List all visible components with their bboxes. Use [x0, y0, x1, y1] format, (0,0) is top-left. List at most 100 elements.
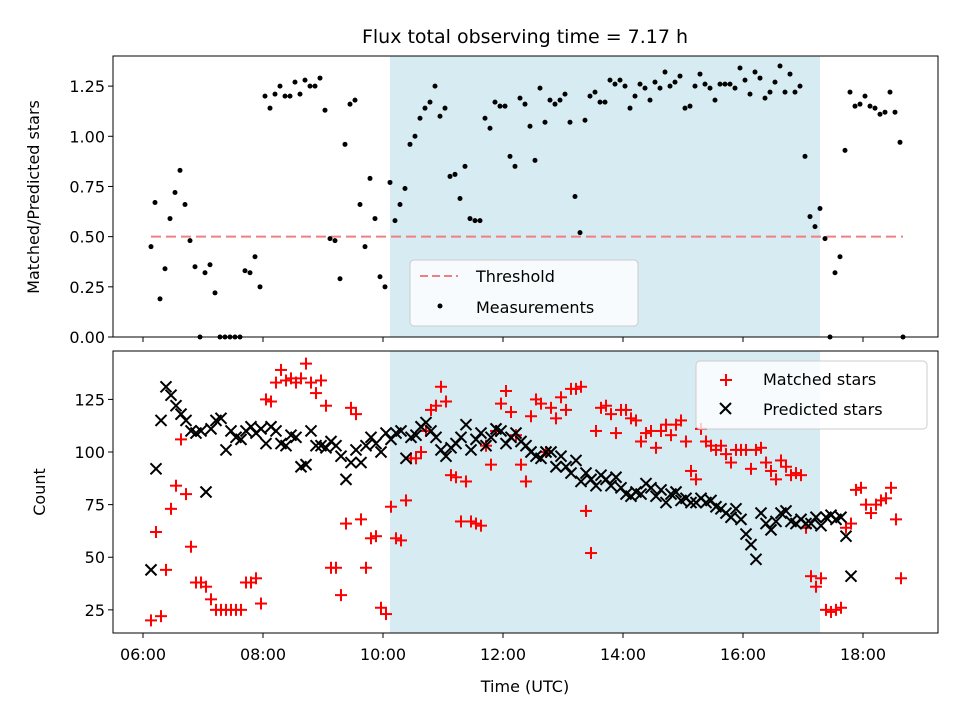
legend-matched-swatch: [720, 374, 732, 386]
matched-star-marker: [385, 500, 397, 513]
measurement-point: [707, 85, 713, 91]
matched-star-marker: [745, 462, 757, 475]
matched-star-marker: [185, 540, 197, 553]
measurement-point: [602, 99, 608, 105]
matched-star-marker: [865, 507, 877, 520]
measurement-point: [627, 105, 633, 111]
measurement-point: [652, 79, 658, 85]
matched-star-marker: [235, 603, 247, 616]
measurement-point: [632, 93, 638, 99]
matched-star-marker: [550, 412, 562, 425]
measurement-point: [802, 153, 808, 159]
measurement-point: [622, 83, 628, 89]
top-y-ticks: 0.00 0.25 0.50 0.75 1.00 1.25: [69, 77, 113, 347]
matched-star-marker: [635, 435, 647, 448]
measurement-point: [502, 103, 508, 109]
matched-star-marker: [590, 424, 602, 437]
predicted-star-marker: [204, 422, 218, 436]
matched-star-marker: [525, 410, 537, 423]
measurement-point: [307, 83, 313, 89]
measurement-point: [672, 79, 678, 85]
predicted-star-marker: [374, 445, 388, 459]
measurement-point: [572, 194, 578, 199]
measurement-point: [547, 97, 553, 103]
predicted-star-marker: [394, 424, 408, 438]
measurement-point: [462, 163, 468, 169]
measurement-point: [342, 141, 348, 147]
measurement-point: [592, 89, 598, 95]
predicted-star-marker: [549, 460, 563, 473]
measurement-point: [507, 153, 513, 159]
measurement-point: [597, 99, 603, 105]
y-tick-label: 75: [85, 496, 105, 515]
matched-star-marker: [760, 456, 772, 469]
matched-star-marker: [665, 429, 677, 442]
predicted-star-marker: [194, 424, 208, 438]
y-tick-label: 0.50: [69, 228, 105, 247]
matched-star-marker: [555, 391, 567, 404]
measurement-point: [512, 163, 518, 169]
top-panel: Flux total observing time = 7.17 h 0.000…: [24, 26, 939, 347]
matched-star-marker: [835, 601, 847, 614]
matched-star-marker: [655, 424, 667, 437]
matched-star-marker: [175, 433, 187, 446]
matched-star-marker: [165, 502, 177, 515]
matched-star-marker: [435, 380, 447, 393]
matched-star-marker: [305, 376, 317, 389]
x-tick-label: 18:00: [840, 645, 886, 664]
predicted-star-marker: [354, 456, 368, 469]
predicted-star-marker: [159, 380, 173, 393]
predicted-star-marker: [419, 416, 433, 429]
measurement-point: [577, 230, 583, 236]
matched-star-marker: [150, 525, 162, 538]
y-tick-label: 125: [74, 390, 105, 409]
measurement-point: [847, 89, 853, 95]
measurement-point: [862, 93, 868, 99]
measurement-point: [477, 218, 483, 224]
matched-star-marker: [170, 479, 182, 492]
matched-star-marker: [495, 397, 507, 410]
matched-star-marker: [885, 481, 897, 494]
matched-star-marker: [890, 513, 902, 526]
measurement-point: [557, 97, 563, 103]
predicted-star-marker: [744, 538, 758, 551]
measurement-point: [552, 101, 558, 107]
matched-star-marker: [610, 427, 622, 440]
matched-star-marker: [680, 435, 692, 448]
predicted-star-marker: [199, 485, 213, 499]
top-y-axis-label: Matched/Predicted stars: [24, 100, 43, 294]
measurement-point: [517, 95, 523, 101]
measurement-point: [777, 63, 783, 69]
matched-star-marker: [755, 441, 767, 454]
matched-star-marker: [250, 572, 262, 585]
predicted-star-marker: [494, 424, 508, 438]
predicted-star-marker: [234, 433, 248, 446]
predicted-star-marker: [479, 439, 493, 452]
measurement-point: [367, 175, 373, 181]
measurement-point: [487, 125, 493, 131]
matched-star-marker: [620, 403, 632, 416]
measurement-point: [177, 167, 183, 173]
x-tick-label: 14:00: [600, 645, 646, 664]
measurement-point: [242, 268, 248, 274]
predicted-star-marker: [739, 527, 753, 541]
matched-star-marker: [295, 372, 307, 385]
predicted-star-marker: [439, 450, 453, 463]
predicted-star-marker: [464, 443, 478, 457]
predicted-star-marker: [764, 523, 778, 537]
x-tick-label: 12:00: [480, 645, 526, 664]
matched-star-marker: [575, 380, 587, 393]
measurement-point: [532, 157, 538, 163]
measurement-point: [347, 101, 353, 107]
matched-star-marker: [410, 452, 422, 465]
predicted-star-marker: [654, 483, 668, 497]
measurement-point: [872, 105, 878, 111]
predicted-star-marker: [544, 445, 558, 459]
predicted-star-marker: [634, 487, 648, 501]
measurement-point: [892, 109, 898, 115]
y-tick-label: 0.25: [69, 278, 105, 297]
matched-star-marker: [320, 399, 332, 412]
top-legend: Threshold Measurements: [409, 259, 639, 327]
measurement-point: [297, 91, 303, 97]
measurement-point: [537, 85, 543, 91]
